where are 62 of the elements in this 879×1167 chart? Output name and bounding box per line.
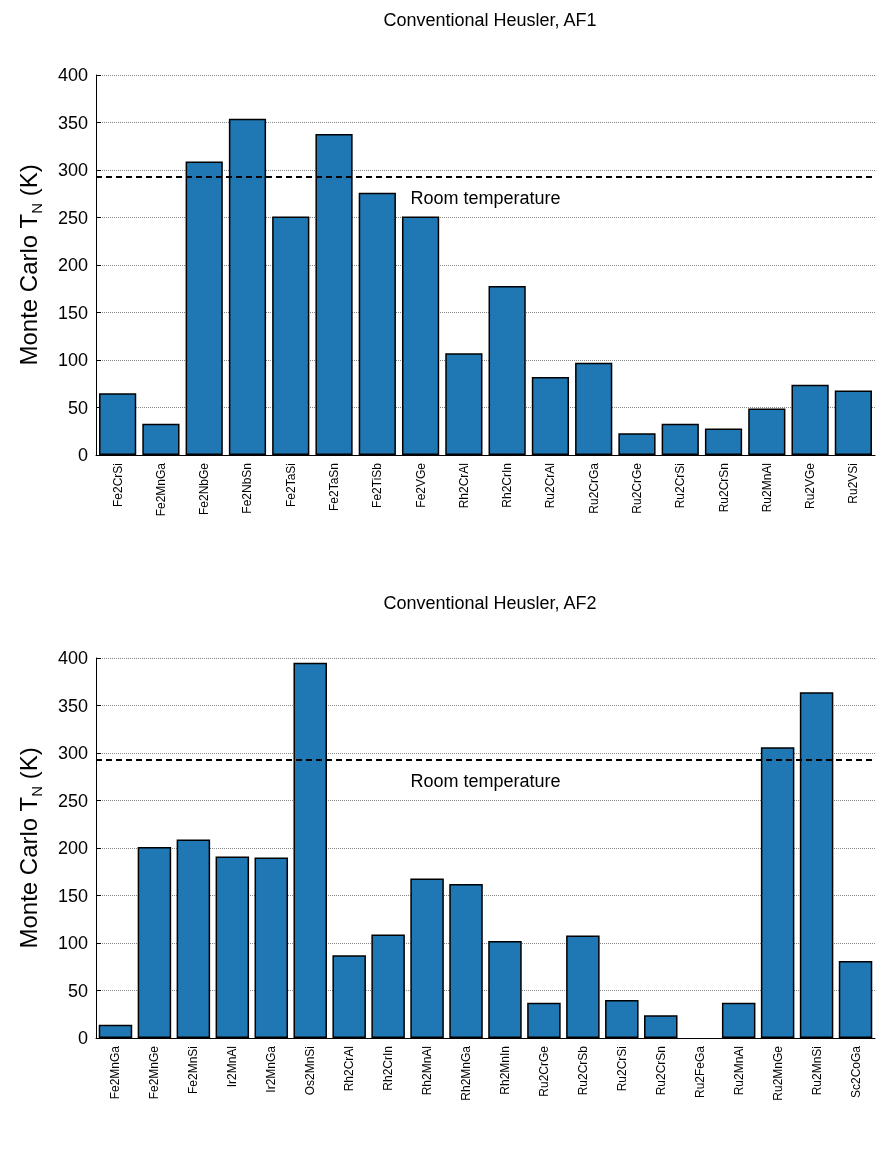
y-tick-label: 400 — [57, 65, 88, 85]
y-tick-label: 50 — [67, 397, 88, 418]
chart-title: Conventional Heusler, AF2 — [383, 593, 597, 613]
x-tick-label: Ru2CrSn — [716, 463, 731, 513]
x-tick-label: Os2MnSi — [303, 1046, 318, 1096]
x-tick-label: Ru2CrGe — [629, 462, 644, 514]
x-tick-label: Fe2TiSb — [370, 462, 385, 508]
x-tick-label: Sc2CoGa — [848, 1045, 863, 1099]
x-tick-label: Fe2TaSn — [327, 463, 342, 512]
x-tick-label: Rh2CrIn — [381, 1046, 396, 1091]
y-tick-label: 150 — [57, 885, 88, 906]
x-tick-label: Ir2MnGa — [264, 1045, 279, 1093]
x-tick-label: Fe2TaSi — [283, 463, 298, 508]
y-axis-title: Monte Carlo TN (K) — [15, 747, 45, 949]
y-tick-label: 50 — [67, 980, 88, 1001]
x-tick-label: Ru2FeGa — [692, 1045, 707, 1099]
x-tick-label: Ru2CrGa — [586, 462, 601, 514]
x-tick-label: Fe2MnSi — [186, 1046, 201, 1095]
y-tick-label: 200 — [57, 255, 88, 275]
y-tick-label: 300 — [57, 160, 88, 180]
x-tick-label: Ru2VGe — [803, 462, 818, 510]
chart-title: Conventional Heusler, AF1 — [383, 10, 597, 30]
y-tick-label: 100 — [57, 350, 88, 370]
y-tick-label: 200 — [57, 838, 88, 858]
x-tick-label: Ir2MnAl — [225, 1046, 240, 1088]
y-tick-label: 250 — [57, 790, 88, 811]
y-axis-title: Monte Carlo TN (K) — [15, 164, 45, 366]
y-tick-label: 100 — [57, 933, 88, 953]
y-tick-label: 400 — [57, 648, 88, 668]
y-tick-label: 250 — [57, 207, 88, 228]
y-tick-label: 0 — [77, 445, 88, 465]
y-tick-label: 0 — [77, 1028, 88, 1048]
y-tick-label: 350 — [57, 695, 88, 716]
x-tick-label: Ru2VSi — [846, 463, 861, 504]
x-tick-label: Rh2MnGa — [459, 1045, 474, 1101]
y-tick-label: 150 — [57, 302, 88, 323]
x-tick-label: Ru2MnAl — [731, 1046, 746, 1096]
x-tick-label: Ru2CrSi — [614, 1046, 629, 1092]
ref-line-label: Room temperature — [410, 770, 561, 791]
x-tick-label: Ru2CrGe — [536, 1045, 551, 1097]
ref-line-label: Room temperature — [410, 187, 561, 208]
y-tick-label: 300 — [57, 743, 88, 763]
y-tick-label: 350 — [57, 112, 88, 133]
x-tick-label: Rh2CrIn — [500, 463, 515, 508]
x-tick-label: Rh2CrAl — [342, 1046, 357, 1092]
x-tick-label: Fe2VGe — [413, 462, 428, 508]
x-tick-label: Ru2CrSi — [673, 463, 688, 509]
x-tick-label: Ru2MnSi — [809, 1046, 824, 1096]
x-tick-label: Fe2MnGe — [147, 1045, 162, 1100]
x-tick-label: Fe2MnGa — [153, 462, 168, 517]
x-tick-label: Rh2MnAl — [420, 1046, 435, 1096]
x-tick-label: Ru2MnAl — [759, 463, 774, 513]
x-tick-label: Fe2NbGe — [197, 462, 212, 516]
x-tick-label: Ru2CrSn — [653, 1046, 668, 1096]
x-tick-label: Fe2MnGa — [108, 1045, 123, 1100]
x-tick-label: Fe2CrSi — [110, 463, 125, 508]
x-tick-label: Ru2CrAl — [543, 463, 558, 509]
x-tick-label: Ru2MnGe — [770, 1045, 785, 1101]
x-tick-label: Fe2NbSn — [240, 463, 255, 514]
x-tick-label: Rh2MnIn — [497, 1046, 512, 1095]
x-tick-label: Ru2CrSb — [575, 1045, 590, 1096]
x-tick-label: Rh2CrAl — [456, 463, 471, 509]
